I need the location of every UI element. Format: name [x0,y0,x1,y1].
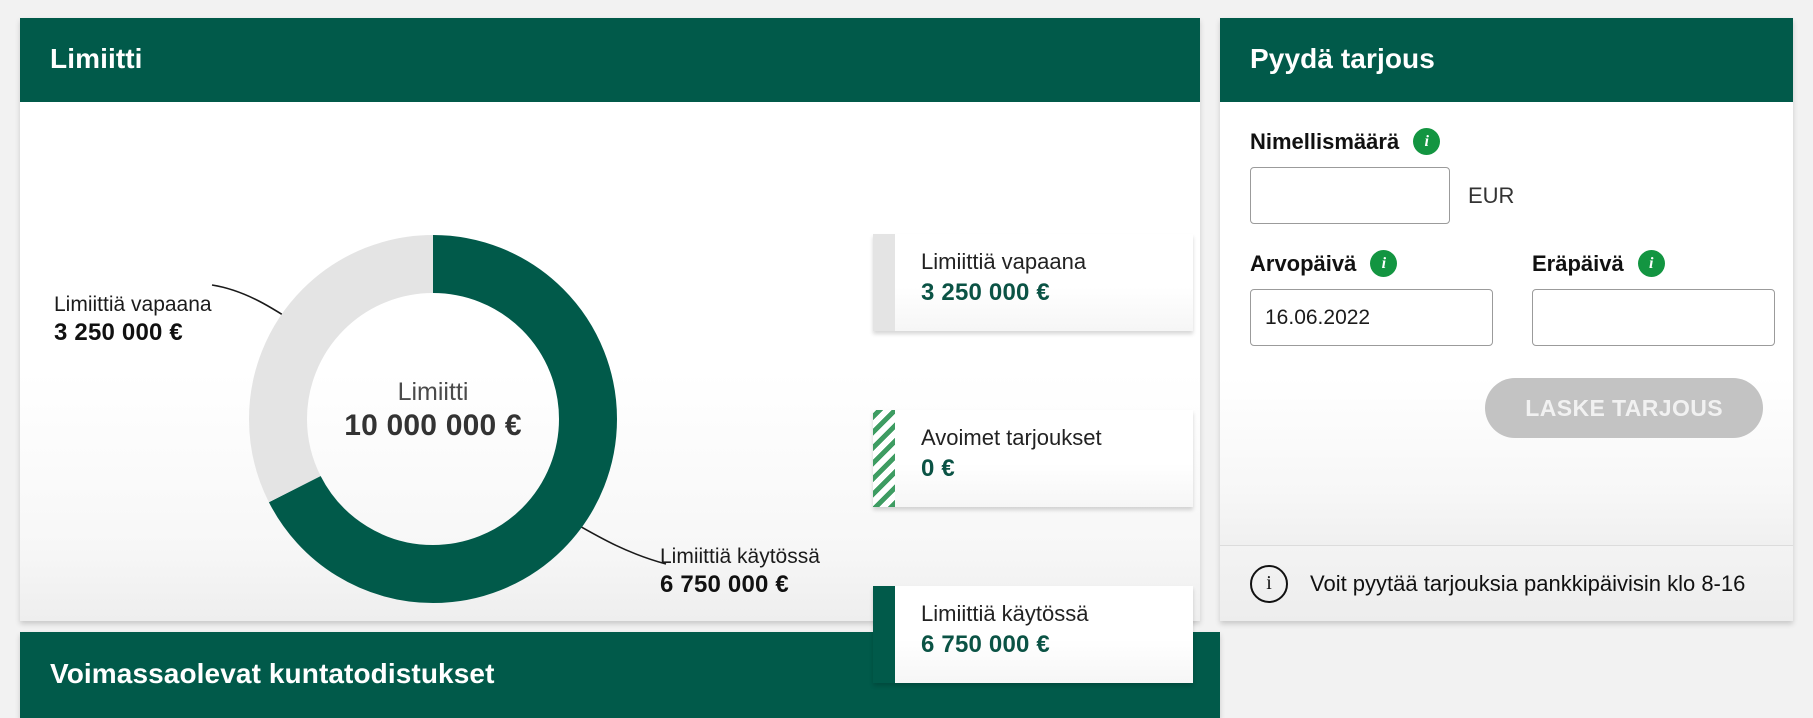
stat-card-open-offers-text: Avoimet tarjoukset 0 € [895,410,1102,507]
stat-card-open-offers-value: 0 € [921,454,955,482]
nominal-amount-input[interactable] [1250,167,1450,224]
limit-card: Limiitti [20,18,1200,683]
callout-used-label: Limiittiä käytössä [660,545,820,568]
value-date-field: Arvopäivä i [1250,250,1493,346]
request-offer-footer: i Voit pyytää tarjouksia pankkipäivisin … [1220,545,1793,621]
submit-row: LASKE TARJOUS [1250,378,1763,438]
solid-green-bar-swatch-icon [873,586,895,683]
due-date-label: Eräpäivä [1532,250,1624,276]
value-date-info-icon[interactable]: i [1370,250,1398,277]
callout-free-label: Limiittiä vapaana [54,293,212,316]
nominal-amount-label-row: Nimellismäärä i [1250,128,1763,155]
request-offer-title: Pyydä tarjous [1220,18,1793,102]
nominal-amount-row: EUR [1250,167,1763,224]
legend-stat-list: Limiittiä vapaana 3 250 000 € Avoimet ta… [873,234,1193,683]
request-offer-footer-text: Voit pyytää tarjouksia pankkipäivisin kl… [1310,570,1746,596]
limit-card-body: Limiitti 10 000 000 € Limiittiä vapaana … [20,102,1200,683]
stat-card-used-text: Limiittiä käytössä 6 750 000 € [895,586,1089,683]
limit-card-title: Limiitti [20,18,1200,102]
value-date-label-row: Arvopäivä i [1250,250,1493,277]
currency-suffix-label: EUR [1468,182,1515,208]
stat-card-used-value: 6 750 000 € [921,630,1050,658]
dates-row: Arvopäivä i Eräpäivä i [1250,250,1775,346]
stat-card-free[interactable]: Limiittiä vapaana 3 250 000 € [873,234,1193,331]
nominal-amount-info-icon[interactable]: i [1413,128,1441,155]
callout-free-value: 3 250 000 € [54,318,183,346]
grey-bar-swatch-icon [873,234,895,331]
value-date-input[interactable] [1250,289,1493,346]
due-date-label-row: Eräpäivä i [1532,250,1775,277]
donut-chart-area: Limiitti 10 000 000 € Limiittiä vapaana … [20,102,860,621]
request-offer-card: Pyydä tarjous Nimellismäärä i EUR Arvopä… [1220,18,1793,621]
callout-free: Limiittiä vapaana 3 250 000 € [54,292,212,347]
due-date-input[interactable] [1532,289,1775,346]
calculate-offer-button[interactable]: LASKE TARJOUS [1485,378,1763,438]
callout-used-value: 6 750 000 € [660,570,789,598]
striped-green-bar-swatch-icon [873,410,895,507]
request-offer-form: Nimellismäärä i EUR Arvopäivä i [1220,102,1793,545]
donut-segment-free [249,235,617,603]
stat-card-open-offers[interactable]: Avoimet tarjoukset 0 € [873,410,1193,507]
nominal-amount-label: Nimellismäärä [1250,128,1400,154]
stat-card-open-offers-label: Avoimet tarjoukset [921,425,1102,450]
due-date-info-icon[interactable]: i [1637,250,1665,277]
donut-chart: Limiitti 10 000 000 € [242,228,624,610]
due-date-field: Eräpäivä i [1532,250,1775,346]
value-date-label: Arvopäivä [1250,250,1357,276]
stat-card-free-value: 3 250 000 € [921,278,1050,306]
info-circle-icon: i [1250,564,1288,603]
callout-used: Limiittiä käytössä 6 750 000 € [660,544,820,599]
valid-certificates-card: Voimassaolevat kuntatodistukset [20,632,1220,718]
stat-card-free-label: Limiittiä vapaana [921,249,1087,274]
stat-card-free-text: Limiittiä vapaana 3 250 000 € [895,234,1086,331]
stat-card-used[interactable]: Limiittiä käytössä 6 750 000 € [873,586,1193,683]
top-row: Limiitti [20,18,1793,683]
donut-svg [249,235,617,603]
stat-card-used-label: Limiittiä käytössä [921,601,1089,626]
